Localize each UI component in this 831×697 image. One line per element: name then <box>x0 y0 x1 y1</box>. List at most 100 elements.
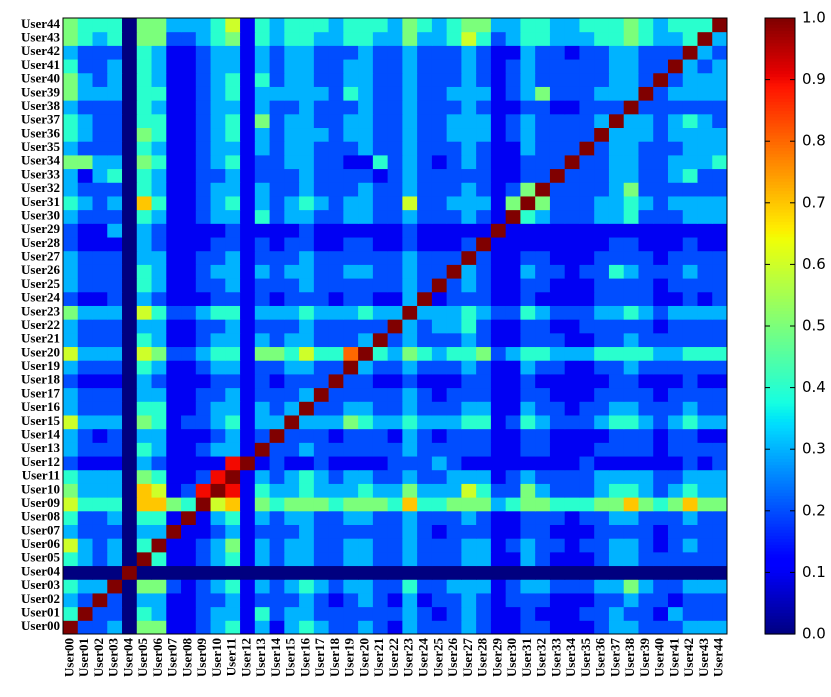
heatmap-cell <box>431 100 448 115</box>
heatmap-cell <box>387 551 403 567</box>
heatmap-cell <box>417 524 433 539</box>
heatmap-cell <box>181 182 197 197</box>
heatmap-cell <box>682 524 698 539</box>
heatmap-cell <box>520 223 536 238</box>
heatmap-cell <box>402 18 418 33</box>
heatmap-cell <box>535 195 551 211</box>
heatmap-cell <box>92 195 108 211</box>
heatmap-cell <box>210 72 226 87</box>
heatmap-cell <box>564 182 580 197</box>
heatmap-cell <box>284 59 300 74</box>
heatmap-cell <box>490 497 507 512</box>
heatmap-cell <box>181 360 197 375</box>
heatmap-cell <box>402 141 418 156</box>
heatmap-cell <box>240 154 256 170</box>
heatmap-cell <box>107 319 123 334</box>
heatmap-cell <box>549 59 566 74</box>
heatmap-cell <box>254 620 271 635</box>
heatmap-cell <box>343 18 359 33</box>
colorbar-swatch <box>765 48 795 53</box>
heatmap-cell <box>313 154 330 170</box>
heatmap-cell <box>107 510 123 525</box>
heatmap-cell <box>505 168 521 183</box>
heatmap-cell <box>358 168 374 183</box>
colorbar-swatch <box>765 61 795 65</box>
heatmap-cell <box>549 387 566 402</box>
heatmap-cell <box>136 182 153 197</box>
heatmap-cell <box>63 18 79 33</box>
heatmap-cell <box>358 510 374 525</box>
colorbar-swatch <box>765 498 795 503</box>
heatmap-cell <box>461 387 477 402</box>
colorbar-swatch <box>765 252 795 256</box>
heatmap-cell <box>269 510 285 525</box>
heatmap-cell <box>712 428 728 443</box>
heatmap-cell <box>579 223 595 238</box>
heatmap-cell <box>712 620 728 635</box>
heatmap-cell <box>446 72 462 87</box>
heatmap-cell <box>166 154 182 170</box>
heatmap-cell <box>107 579 123 594</box>
heatmap-cell <box>63 538 79 553</box>
heatmap-cell <box>564 168 580 183</box>
heatmap-cell <box>476 414 492 430</box>
heatmap-cell <box>225 127 241 142</box>
x-tick-label: User21 <box>371 638 386 677</box>
heatmap-cell <box>446 195 462 211</box>
heatmap-cell <box>712 182 728 197</box>
heatmap-cell <box>343 86 359 101</box>
heatmap-cell <box>122 497 138 512</box>
heatmap-cell <box>136 113 153 129</box>
heatmap-cell <box>490 264 507 279</box>
heatmap-cell <box>372 264 389 279</box>
heatmap-cell <box>535 291 551 306</box>
heatmap-cell <box>166 18 182 33</box>
heatmap-cell <box>77 387 94 402</box>
colorbar-swatch <box>765 95 795 99</box>
heatmap-cell <box>638 579 654 594</box>
heatmap-cell <box>63 291 79 306</box>
heatmap-cell <box>608 373 625 389</box>
heatmap-cell <box>638 291 654 306</box>
heatmap-cell <box>136 209 153 224</box>
heatmap-cell <box>653 538 669 553</box>
heatmap-cell <box>225 401 241 416</box>
heatmap <box>63 18 728 635</box>
heatmap-cell <box>299 332 315 348</box>
heatmap-cell <box>254 565 271 580</box>
heatmap-cell <box>608 291 625 306</box>
heatmap-cell <box>461 31 477 46</box>
heatmap-cell <box>269 195 285 211</box>
heatmap-cell <box>446 209 462 224</box>
heatmap-cell <box>240 195 256 211</box>
colorbar-swatch <box>765 597 795 601</box>
heatmap-cell <box>343 387 359 402</box>
colorbar-swatch <box>765 125 795 130</box>
heatmap-cell <box>476 565 492 580</box>
heatmap-cell <box>240 497 256 512</box>
heatmap-cell <box>638 510 654 525</box>
heatmap-cell <box>254 510 271 525</box>
heatmap-cell <box>431 565 448 580</box>
heatmap-cell <box>181 483 197 498</box>
heatmap-cell <box>240 483 256 498</box>
heatmap-cell <box>520 332 536 348</box>
heatmap-cell <box>417 414 433 430</box>
heatmap-cell <box>299 209 315 224</box>
heatmap-cell <box>136 401 153 416</box>
heatmap-cell <box>712 250 728 265</box>
heatmap-cell <box>712 278 728 293</box>
heatmap-cell <box>313 332 330 348</box>
colorbar-swatch <box>765 135 795 139</box>
heatmap-cell <box>608 31 625 46</box>
heatmap-cell <box>195 538 212 553</box>
heatmap-cell <box>608 18 625 33</box>
heatmap-cell <box>564 469 580 484</box>
heatmap-cell <box>579 154 595 170</box>
heatmap-cell <box>387 223 403 238</box>
heatmap-cell <box>240 373 256 389</box>
heatmap-cell <box>520 141 536 156</box>
heatmap-cell <box>712 483 728 498</box>
heatmap-cell <box>195 209 212 224</box>
heatmap-cell <box>579 195 595 211</box>
